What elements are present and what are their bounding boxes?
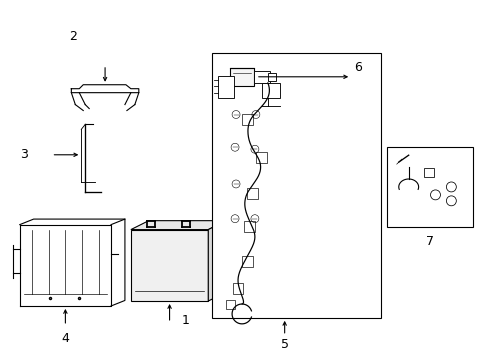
Bar [386,147,472,227]
Bar [226,300,235,309]
Text: 6: 6 [353,61,361,74]
Text: 5: 5 [280,338,288,351]
Bar [232,283,243,293]
Bar [267,73,275,81]
Text: 4: 4 [61,332,69,345]
Bar [242,256,253,267]
Bar [218,76,234,97]
Polygon shape [131,221,226,230]
Text: 1: 1 [181,315,189,327]
Bar [229,68,254,86]
Bar [212,53,380,318]
Bar [256,152,267,163]
Text: 2: 2 [69,30,77,42]
Bar [244,221,255,232]
Bar [261,83,279,97]
Bar [242,114,253,125]
Bar [247,188,258,199]
Bar [423,168,433,177]
Text: 7: 7 [425,235,433,247]
Text: 3: 3 [20,148,28,161]
Bar [254,71,269,83]
Polygon shape [208,221,226,301]
Bar [131,230,208,301]
